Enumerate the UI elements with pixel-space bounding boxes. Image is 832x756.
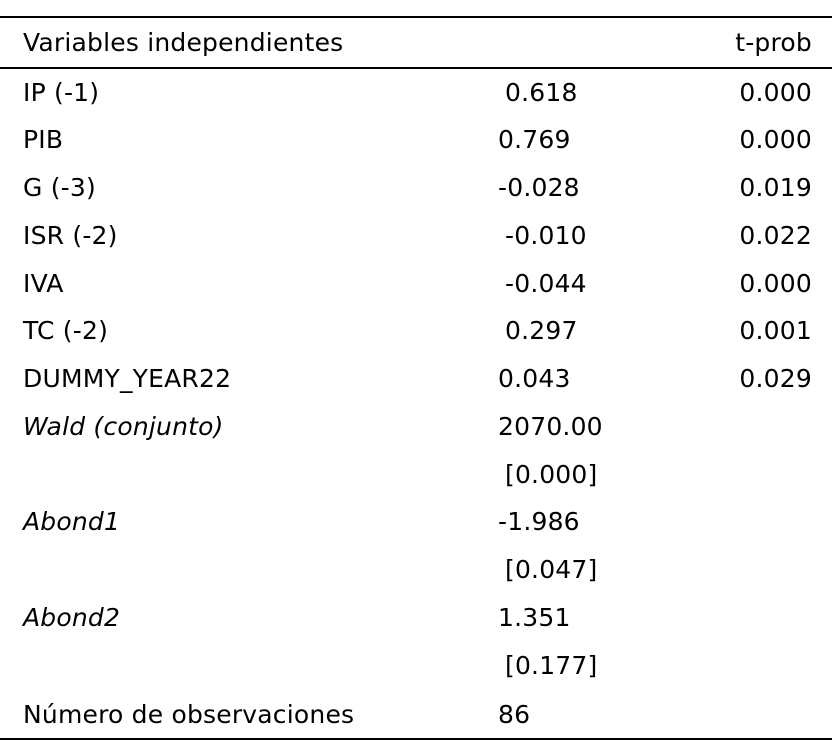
table-bottom-rule xyxy=(0,738,832,740)
row-label: PIB xyxy=(23,125,64,154)
row-coef: 0.043 xyxy=(498,364,571,393)
row-tprob: 0.022 xyxy=(739,221,812,250)
observations-value: 86 xyxy=(498,700,531,729)
abond1-label: Abond1 xyxy=(23,507,121,536)
row-coef: -0.028 xyxy=(498,173,580,202)
header-tprob: t-prob xyxy=(735,28,812,57)
row-coef: -0.044 xyxy=(505,269,587,298)
row-label: G (-3) xyxy=(23,173,96,202)
abond1-pvalue: [0.047] xyxy=(505,555,598,584)
wald-label: Wald (conjunto) xyxy=(23,412,224,441)
wald-pvalue: [0.000] xyxy=(505,460,598,489)
row-label: TC (-2) xyxy=(23,316,109,345)
row-label: ISR (-2) xyxy=(23,221,118,250)
observations-label: Número de observaciones xyxy=(23,700,355,729)
abond1-value: -1.986 xyxy=(498,507,580,536)
row-label: IP (-1) xyxy=(23,78,100,107)
row-tprob: 0.019 xyxy=(739,173,812,202)
row-coef: 0.297 xyxy=(505,316,578,345)
row-tprob: 0.000 xyxy=(739,78,812,107)
row-tprob: 0.000 xyxy=(739,125,812,154)
abond2-pvalue: [0.177] xyxy=(505,651,598,680)
abond2-label: Abond2 xyxy=(23,603,121,632)
wald-value: 2070.00 xyxy=(498,412,603,441)
header-rule xyxy=(0,67,832,69)
row-tprob: 0.001 xyxy=(739,316,812,345)
row-tprob: 0.029 xyxy=(739,364,812,393)
row-tprob: 0.000 xyxy=(739,269,812,298)
abond2-value: 1.351 xyxy=(498,603,571,632)
row-coef: 0.769 xyxy=(498,125,571,154)
row-label: DUMMY_YEAR22 xyxy=(23,364,232,393)
row-label: IVA xyxy=(23,269,64,298)
header-variables: Variables independientes xyxy=(23,28,344,57)
table-top-rule xyxy=(0,16,832,18)
row-coef: 0.618 xyxy=(505,78,578,107)
row-coef: -0.010 xyxy=(505,221,587,250)
